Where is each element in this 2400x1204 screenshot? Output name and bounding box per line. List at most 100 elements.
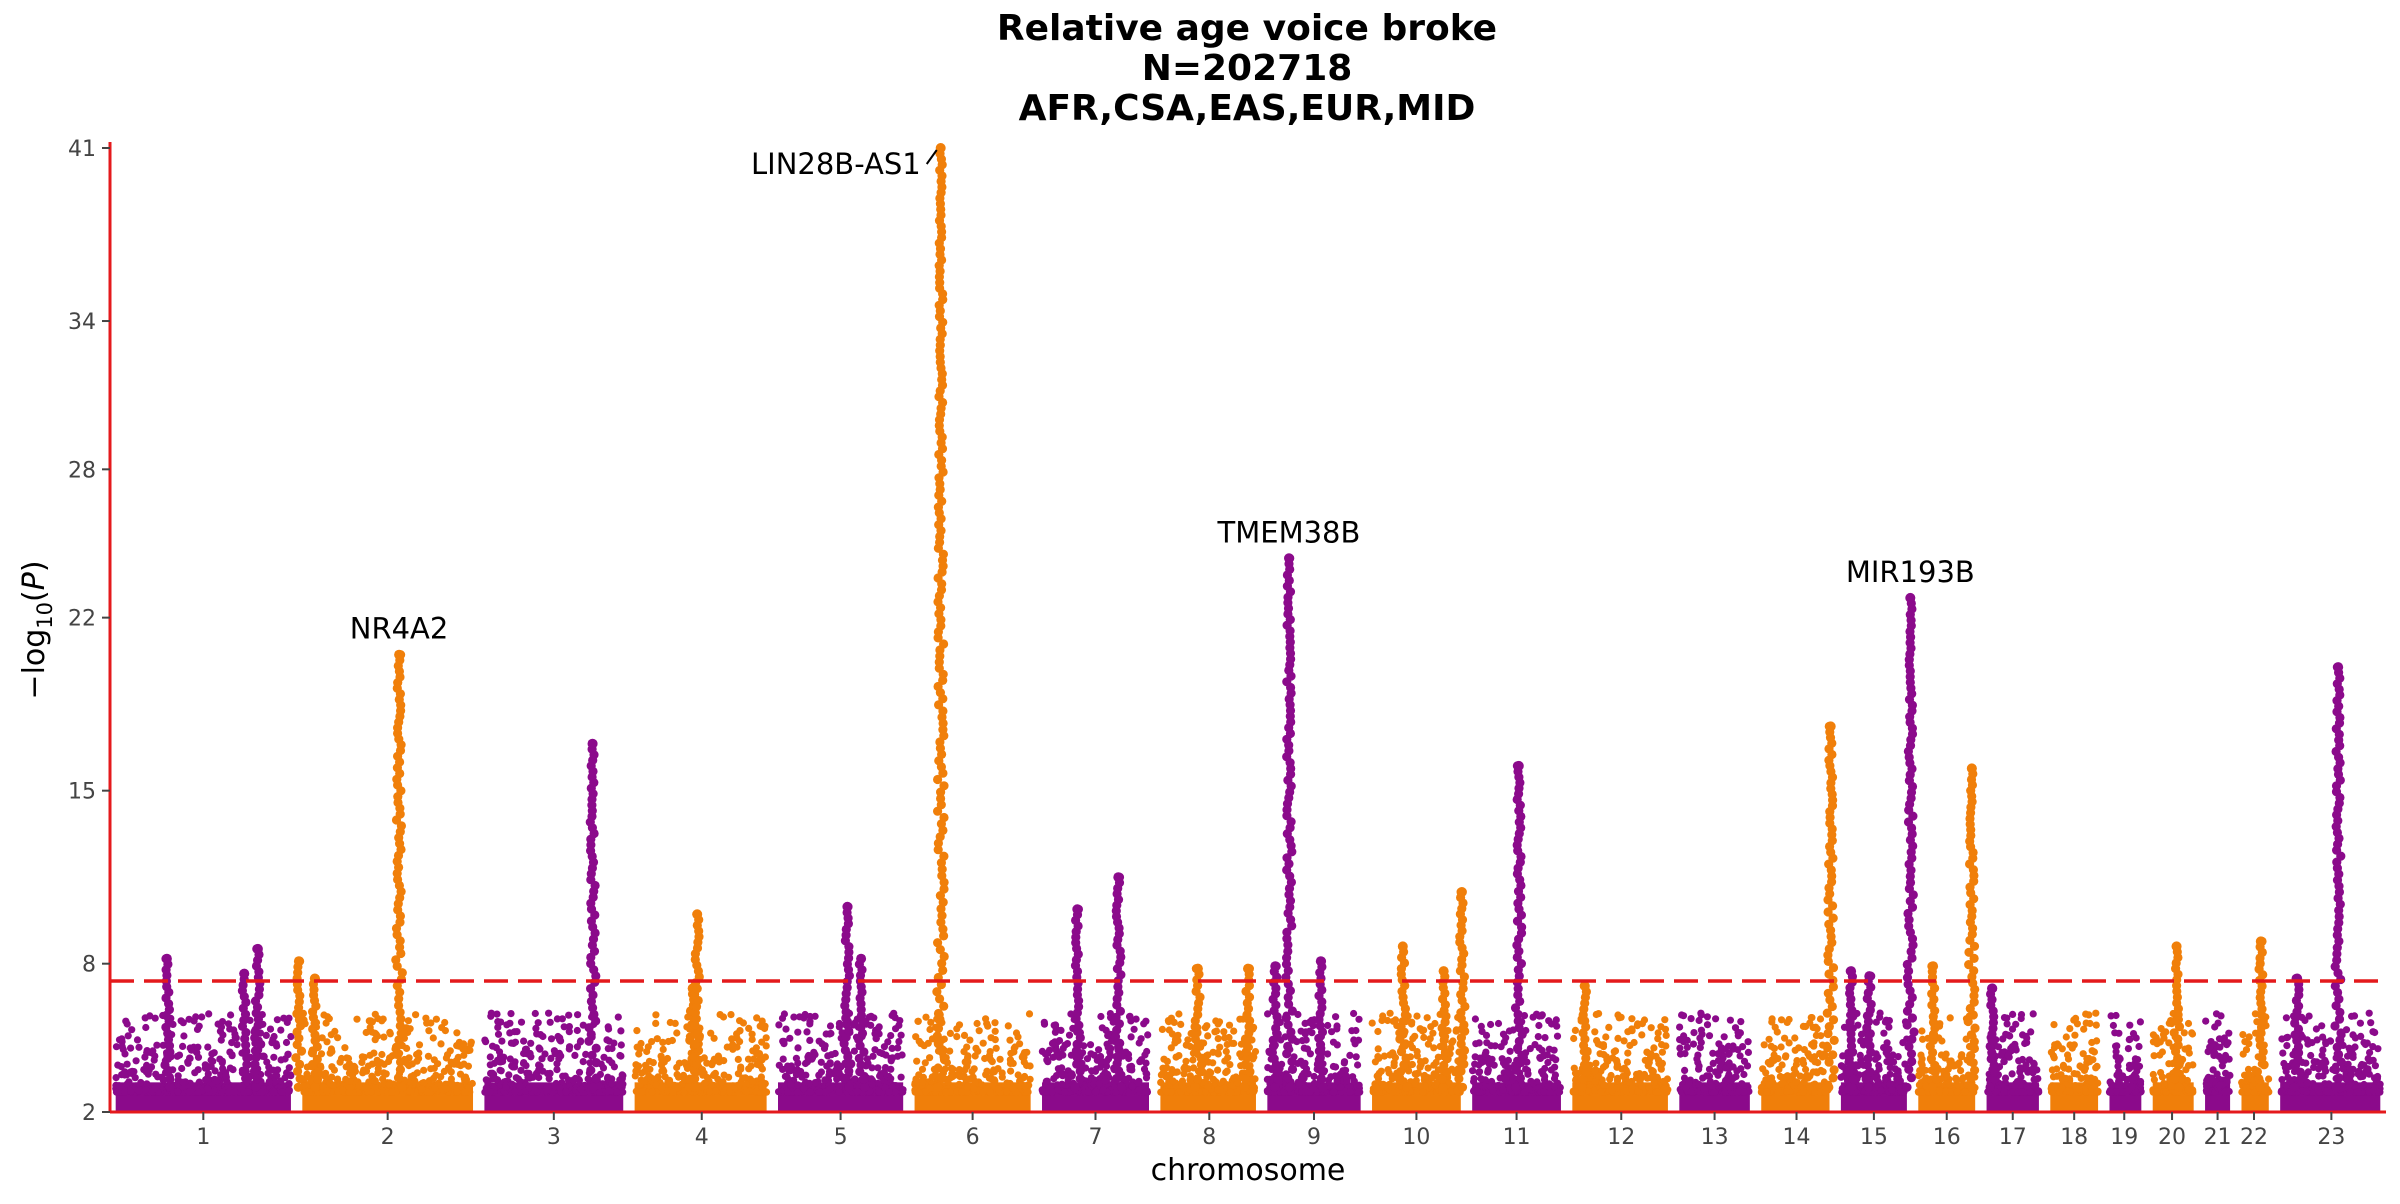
snp-point <box>204 1043 212 1051</box>
snp-point <box>1424 1040 1432 1048</box>
snp-point <box>1144 1031 1152 1039</box>
snp-point <box>536 1031 545 1039</box>
snp-point <box>494 1018 502 1026</box>
snp-point <box>1175 1010 1183 1018</box>
snp-point <box>1676 1023 1684 1031</box>
snp-point <box>1744 1048 1752 1056</box>
snp-point <box>1301 1088 1309 1096</box>
snp-point <box>264 1069 272 1077</box>
snp-point <box>2030 1059 2038 1067</box>
snp-point <box>2093 1062 2101 1070</box>
snp-point <box>963 1062 971 1070</box>
snp-point <box>960 1048 968 1056</box>
snp-point <box>1204 1032 1212 1040</box>
snp-point <box>1186 1076 1194 1084</box>
snp-point <box>1099 1086 1107 1094</box>
snp-point <box>753 1060 761 1068</box>
snp-point <box>887 1032 895 1040</box>
snp-point <box>753 1014 761 1022</box>
snp-point <box>1386 1009 1394 1017</box>
snp-point <box>1214 1035 1222 1043</box>
snp-point <box>565 1028 573 1036</box>
snp-point <box>1477 1022 1485 1030</box>
snp-point <box>2066 1041 2074 1049</box>
snp-point <box>230 1026 238 1034</box>
snp-point <box>115 1082 123 1090</box>
snp-point <box>135 1043 143 1051</box>
snp-point <box>2073 1070 2081 1078</box>
snp-point <box>270 1088 278 1096</box>
snp-point <box>403 1044 411 1052</box>
snp-point <box>1230 1027 1238 1035</box>
snp-point <box>1216 1086 1224 1094</box>
snp-point <box>1942 1050 1950 1058</box>
snp-point <box>1703 1013 1711 1021</box>
snp-point <box>669 1088 677 1096</box>
snp-point <box>546 1018 554 1026</box>
snp-point <box>803 1028 811 1036</box>
snp-point <box>827 1051 836 1059</box>
snp-point <box>1813 1025 1821 1033</box>
snp-point <box>545 1075 553 1083</box>
chromosome-points-7 <box>1038 1010 1152 1112</box>
snp-point <box>1743 1062 1752 1070</box>
snp-point <box>1021 1072 1029 1081</box>
snp-point <box>1419 1088 1427 1096</box>
snp-point <box>531 1009 539 1018</box>
snp-point <box>260 1053 268 1061</box>
snp-point <box>1553 1032 1562 1040</box>
snp-point <box>1424 1064 1432 1072</box>
chromosome-points-19 <box>2105 1011 2145 1112</box>
snp-point <box>1420 1033 1428 1042</box>
snp-point <box>510 1063 519 1071</box>
snp-point <box>268 1039 276 1047</box>
snp-point <box>983 1085 991 1093</box>
snp-point <box>464 1062 472 1070</box>
snp-point <box>716 1011 724 1019</box>
snp-point <box>645 1057 654 1065</box>
snp-point <box>1775 1065 1783 1074</box>
snp-point <box>762 1034 770 1042</box>
snp-point <box>198 1013 206 1021</box>
snp-point <box>2082 1019 2090 1027</box>
snp-point <box>924 1039 932 1047</box>
snp-point <box>1221 1034 1229 1042</box>
snp-point <box>1549 1054 1557 1062</box>
snp-point <box>1527 1077 1535 1085</box>
chromosome-points-4 <box>631 1011 771 1112</box>
snp-point <box>1107 1044 1115 1052</box>
snp-point <box>388 1088 396 1096</box>
snp-point <box>1163 1064 1171 1072</box>
chromosome-points-14 <box>1757 1014 1833 1112</box>
snp-point <box>758 1017 766 1025</box>
snp-point <box>1175 1052 1183 1060</box>
snp-point <box>1633 1022 1641 1030</box>
snp-point <box>214 1020 222 1028</box>
snp-point <box>1384 1066 1392 1074</box>
snp-point <box>114 1061 122 1069</box>
snp-point <box>1777 1043 1785 1051</box>
snp-point <box>805 1051 813 1060</box>
snp-point <box>794 1044 802 1052</box>
snp-point <box>725 1087 734 1096</box>
snp-point <box>922 1088 930 1096</box>
snp-point <box>1570 1034 1578 1043</box>
snp-point <box>1783 1018 1791 1026</box>
snp-point <box>1726 1083 1734 1092</box>
snp-point <box>195 1022 203 1030</box>
snp-point <box>1714 1050 1722 1058</box>
snp-point <box>1409 1035 1417 1043</box>
snp-point <box>281 1074 289 1082</box>
snp-point <box>2125 1036 2133 1044</box>
snp-point <box>1169 1077 1177 1085</box>
snp-point <box>1248 1087 1256 1095</box>
snp-point <box>553 1060 561 1068</box>
snp-point <box>1649 1067 1657 1075</box>
snp-point <box>460 1040 468 1048</box>
snp-point <box>2088 1047 2096 1055</box>
snp-point <box>1162 1088 1171 1096</box>
snp-point <box>186 1088 194 1096</box>
snp-point <box>1420 1072 1428 1080</box>
snp-point <box>2004 1031 2012 1039</box>
snp-point <box>898 1051 906 1059</box>
